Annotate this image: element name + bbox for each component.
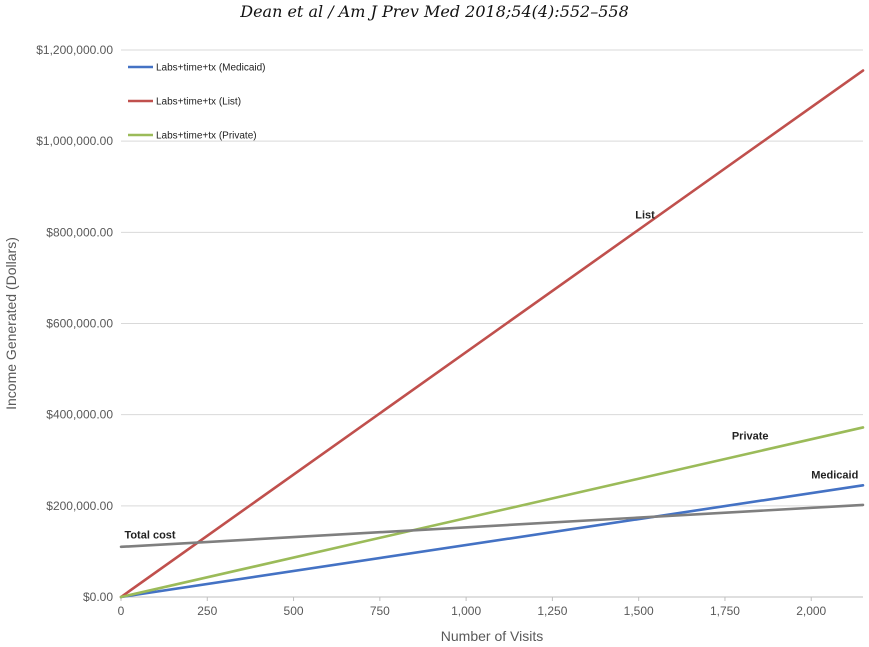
citation-header: Dean et al / Am J Prev Med 2018;54(4):55… bbox=[240, 2, 629, 21]
x-tick-label: 500 bbox=[284, 604, 304, 618]
y-tick-label: $1,000,000.00 bbox=[36, 134, 113, 148]
x-tick-label: 0 bbox=[118, 604, 125, 618]
legend: Labs+time+tx (Medicaid) Labs+time+tx (Lis… bbox=[128, 63, 266, 142]
y-tick-label: $800,000.00 bbox=[46, 225, 113, 239]
legend-entry: Labs+time+tx (Private) bbox=[156, 131, 257, 142]
x-tick-label: 1,250 bbox=[537, 604, 567, 618]
x-tick-label: 750 bbox=[370, 604, 390, 618]
line-label: Medicaid bbox=[811, 469, 858, 481]
x-tick-label: 250 bbox=[197, 604, 217, 618]
x-tick-label: 1,500 bbox=[624, 604, 654, 618]
series-lines bbox=[119, 69, 865, 599]
x-tick-label: 2,000 bbox=[796, 604, 826, 618]
legend-entry: Labs+time+tx (Medicaid) bbox=[156, 63, 266, 74]
line-label: Private bbox=[732, 431, 769, 443]
y-tick-label: $200,000.00 bbox=[46, 499, 113, 513]
x-axis-ticks: 0 250 500 750 1,000 1,250 1,500 1,750 2,000 bbox=[118, 597, 827, 618]
series-line-3 bbox=[119, 426, 865, 599]
line-annotations: List Private Medicaid Total cost bbox=[124, 210, 858, 542]
series-line-1 bbox=[119, 484, 865, 599]
y-tick-label: $400,000.00 bbox=[46, 408, 113, 422]
y-tick-label: $1,200,000.00 bbox=[36, 43, 113, 57]
y-axis-ticks: $0.00 $200,000.00 $400,000.00 $600,000.00 $8… bbox=[36, 43, 113, 604]
legend-entry: Labs+time+tx (List) bbox=[156, 97, 241, 108]
y-tick-label: $0.00 bbox=[83, 590, 113, 604]
x-axis-title: Number of Visits bbox=[441, 628, 543, 644]
series-line-2 bbox=[119, 69, 865, 599]
y-tick-label: $600,000.00 bbox=[46, 317, 113, 331]
line-label: List bbox=[635, 210, 655, 222]
x-tick-label: 1,000 bbox=[451, 604, 481, 618]
y-axis-title: Income Generated (Dollars) bbox=[3, 237, 19, 410]
x-tick-label: 1,750 bbox=[710, 604, 740, 618]
series-line-4 bbox=[119, 503, 865, 549]
gridlines bbox=[121, 49, 863, 507]
line-label: Total cost bbox=[124, 530, 175, 542]
